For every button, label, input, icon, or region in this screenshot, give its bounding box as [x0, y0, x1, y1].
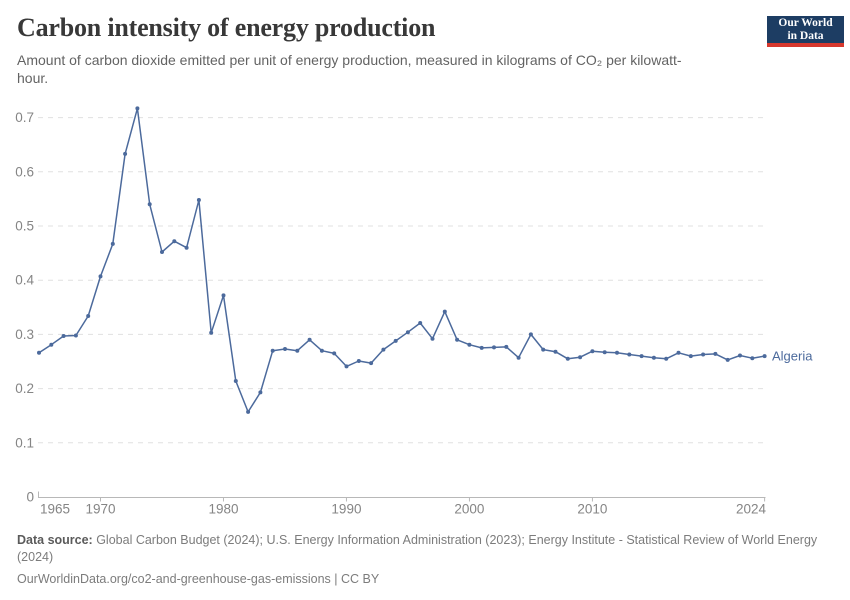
page-title: Carbon intensity of energy production [17, 13, 436, 42]
data-point[interactable] [258, 390, 263, 395]
data-point[interactable] [135, 106, 140, 111]
data-point[interactable] [295, 348, 300, 353]
data-point[interactable] [516, 355, 521, 360]
data-point[interactable] [319, 348, 324, 353]
y-tick-label: 0.6 [15, 164, 34, 179]
data-point[interactable] [750, 356, 755, 361]
data-point[interactable] [332, 351, 337, 356]
data-source-label: Data source: [17, 533, 93, 547]
data-point[interactable] [147, 202, 152, 207]
data-point[interactable] [664, 356, 669, 361]
owid-logo: Our World in Data [767, 16, 844, 47]
data-point[interactable] [528, 332, 533, 337]
data-point[interactable] [307, 337, 312, 342]
x-tick-label: 1990 [331, 502, 361, 517]
data-point[interactable] [221, 293, 226, 298]
data-point[interactable] [590, 349, 595, 354]
data-point[interactable] [37, 350, 41, 355]
data-point[interactable] [639, 354, 644, 359]
data-point[interactable] [725, 357, 730, 362]
y-tick-label: 0.1 [15, 435, 34, 450]
data-point[interactable] [98, 274, 103, 279]
data-point[interactable] [270, 348, 275, 353]
data-point[interactable] [627, 352, 632, 357]
data-point[interactable] [123, 151, 128, 156]
data-source-text: Global Carbon Budget (2024); U.S. Energy… [17, 533, 818, 564]
data-point[interactable] [492, 345, 496, 350]
chart-subtitle: Amount of carbon dioxide emitted per uni… [17, 52, 682, 86]
data-point[interactable] [405, 330, 410, 335]
data-point[interactable] [393, 338, 398, 343]
x-axis-line [38, 491, 766, 498]
data-point[interactable] [442, 309, 447, 314]
y-tick-label: 0 [26, 490, 34, 505]
series-label-algeria[interactable]: Algeria [772, 349, 813, 364]
data-point[interactable] [61, 334, 66, 338]
y-tick-label: 0.5 [15, 219, 34, 234]
x-tick-label: 2010 [577, 502, 607, 517]
data-point[interactable] [73, 333, 78, 338]
x-tick-label: 2000 [454, 502, 484, 517]
data-point[interactable] [430, 336, 435, 341]
data-point[interactable] [283, 347, 287, 351]
data-point[interactable] [688, 354, 693, 359]
data-point[interactable] [676, 350, 681, 355]
data-point[interactable] [615, 350, 619, 355]
data-point[interactable] [184, 245, 189, 250]
data-point[interactable] [504, 344, 509, 349]
data-point[interactable] [701, 352, 706, 357]
data-point[interactable] [49, 342, 54, 347]
data-point[interactable] [344, 364, 349, 369]
x-tick-label: 2024 [736, 502, 767, 517]
data-point[interactable] [172, 239, 177, 244]
data-source-line: Data source: Global Carbon Budget (2024)… [17, 532, 831, 566]
data-point[interactable] [356, 359, 361, 363]
data-point[interactable] [110, 241, 115, 246]
data-point[interactable] [651, 355, 656, 360]
owid-logo-line1: Our World [778, 17, 833, 29]
chart-footer: Data source: Global Carbon Budget (2024)… [17, 532, 831, 588]
data-line[interactable] [38, 107, 766, 413]
data-point[interactable] [479, 345, 484, 350]
data-point[interactable] [196, 198, 201, 202]
data-point[interactable] [418, 321, 423, 325]
data-point[interactable] [381, 347, 386, 352]
y-tick-label: 0.4 [15, 273, 34, 288]
data-point[interactable] [160, 250, 164, 254]
x-tick-label: 1970 [85, 502, 115, 517]
data-point[interactable] [738, 353, 742, 358]
x-tick-label: 1965 [40, 502, 70, 517]
y-tick-label: 0.2 [15, 381, 34, 396]
data-point[interactable] [86, 314, 91, 318]
data-point[interactable] [578, 355, 583, 360]
license-link[interactable]: OurWorldinData.org/co2-and-greenhouse-ga… [17, 572, 380, 586]
y-tick-label: 0.7 [15, 110, 34, 125]
data-point[interactable] [553, 349, 558, 354]
owid-logo-line2: in Data [787, 29, 824, 42]
data-point[interactable] [467, 342, 472, 347]
data-point[interactable] [713, 351, 718, 356]
y-tick-label: 0.3 [15, 327, 34, 342]
data-point[interactable] [541, 347, 546, 352]
data-point[interactable] [762, 354, 767, 359]
data-point[interactable] [602, 350, 607, 355]
data-point[interactable] [369, 361, 374, 366]
data-point[interactable] [209, 330, 214, 335]
data-point[interactable] [233, 379, 238, 383]
data-point[interactable] [565, 356, 570, 361]
data-point[interactable] [455, 337, 460, 342]
data-point[interactable] [246, 409, 251, 414]
x-tick-label: 1980 [208, 502, 238, 517]
